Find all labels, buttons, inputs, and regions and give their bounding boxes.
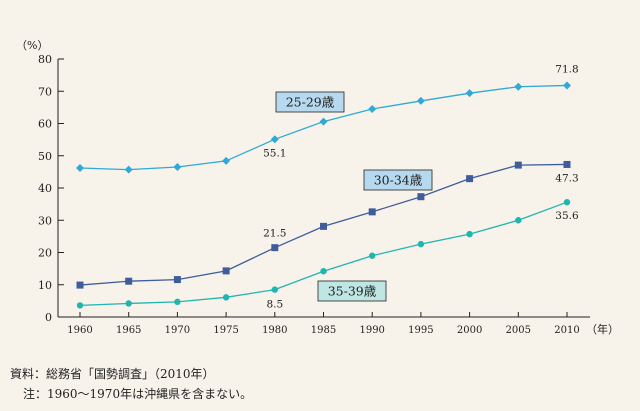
- x-tick-label: 1975: [213, 325, 238, 336]
- footnote: 注：1960〜1970年は沖縄県を含まない。: [23, 387, 253, 401]
- data-point: [174, 298, 181, 306]
- y-tick-label: 50: [38, 150, 52, 163]
- data-label: 8.5: [266, 299, 283, 311]
- data-point: [514, 82, 523, 91]
- x-tick-label: 1960: [67, 325, 92, 336]
- data-point: [563, 160, 571, 168]
- y-tick-label: 40: [38, 182, 52, 195]
- data-point: [76, 164, 84, 173]
- data-label: 21.5: [263, 228, 286, 240]
- y-tick-label: 80: [38, 53, 52, 66]
- data-point: [466, 230, 473, 238]
- data-label: 47.3: [555, 172, 578, 184]
- source-note: 資料：総務省「国勢調査」（2010年）: [10, 367, 215, 381]
- data-point: [124, 165, 133, 174]
- data-point: [465, 89, 474, 98]
- chart-series: [76, 81, 571, 309]
- y-tick-label: 10: [38, 279, 52, 292]
- y-tick-label: 20: [38, 247, 52, 260]
- data-point: [270, 135, 279, 144]
- y-tick-label: 70: [38, 85, 52, 98]
- data-point: [173, 163, 182, 172]
- x-tick-label: 1990: [359, 325, 384, 336]
- data-point: [563, 198, 571, 206]
- series-name-box: [363, 169, 433, 191]
- data-point: [271, 244, 279, 252]
- y-axis-unit: （%）: [16, 39, 48, 52]
- y-tick-label: 0: [45, 311, 52, 324]
- series-name-label: 30-34歳: [374, 173, 423, 188]
- data-point: [369, 252, 376, 259]
- series-1: [76, 160, 571, 289]
- data-point: [515, 217, 522, 224]
- series-name-label: 25-29歳: [286, 95, 335, 110]
- x-tick-label: 2000: [457, 325, 482, 336]
- data-point: [320, 222, 327, 230]
- data-point: [76, 302, 84, 309]
- data-label: 55.1: [263, 147, 286, 159]
- data-point: [222, 267, 230, 275]
- data-point: [417, 240, 425, 248]
- data-point: [76, 281, 84, 289]
- chart-axes: 0 10 20 30 40 50 60 70 80 1960 1965 1970 1975 1980 198…: [16, 39, 619, 336]
- data-point: [417, 193, 425, 201]
- data-label: 35.6: [555, 210, 579, 222]
- x-tick-label: 2005: [506, 325, 531, 336]
- x-tick-label: 1985: [311, 325, 336, 336]
- data-point: [320, 268, 327, 275]
- data-point: [173, 276, 181, 284]
- series-0: [76, 81, 571, 174]
- series-2: [76, 198, 571, 309]
- data-point: [222, 294, 230, 301]
- y-tick-label: 30: [38, 214, 52, 227]
- data-point: [125, 300, 132, 307]
- data-point: [125, 277, 133, 285]
- x-tick-label: 1970: [165, 325, 190, 336]
- x-axis-unit: （年）: [586, 322, 619, 336]
- data-point: [319, 117, 328, 126]
- data-point: [416, 96, 425, 105]
- data-point: [271, 286, 278, 293]
- x-tick-label: 1965: [116, 325, 141, 336]
- series-name-box: [275, 91, 345, 113]
- series-name-label: 35-39歳: [328, 284, 377, 299]
- data-point: [368, 208, 376, 216]
- data-point: [368, 104, 377, 113]
- data-point: [563, 81, 571, 90]
- chart-labels: 55.1 71.8 21.5 47.3 8.5 35.6 25-29歳 30-34歳 35-39…: [263, 63, 579, 310]
- x-tick-label: 2010: [554, 325, 579, 336]
- data-point: [466, 175, 474, 183]
- y-tick-label: 60: [38, 118, 52, 131]
- x-tick-label: 1980: [262, 325, 287, 336]
- data-label: 71.8: [555, 63, 578, 75]
- line-chart: 0 10 20 30 40 50 60 70 80 1960 1965 1970 1975 1980 198…: [16, 39, 619, 336]
- data-point: [222, 156, 231, 165]
- x-tick-label: 1995: [408, 325, 433, 336]
- data-point: [514, 161, 522, 169]
- series-name-box: [317, 280, 387, 302]
